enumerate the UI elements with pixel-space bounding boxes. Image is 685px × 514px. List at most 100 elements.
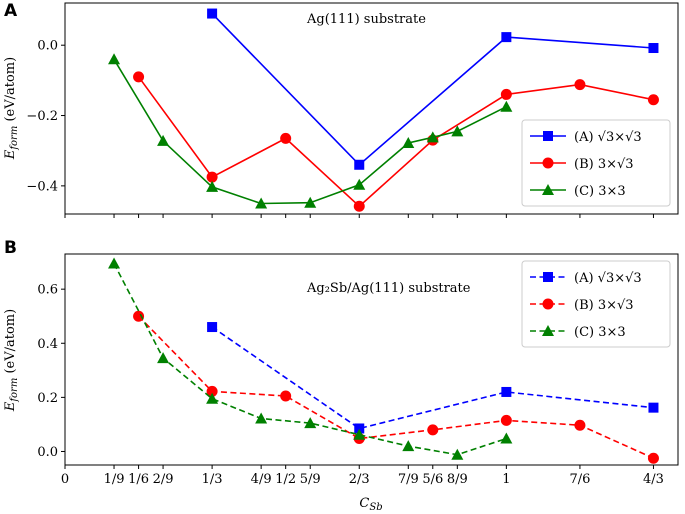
x-tick-label: 4/9: [251, 472, 272, 487]
panel-b-series-b-point: [574, 419, 586, 431]
panel-b-series-a-point: [648, 402, 659, 413]
x-tick-label: 2/9: [153, 472, 174, 487]
x-tick-label: 1: [502, 472, 510, 487]
panel-b: B 0.0 0.2 0.4 0.6 0 1/9 1/6 2/9 1/3 4/9 1/2 5/9 2/3…: [3, 238, 679, 513]
panel-a-series-c-point: [206, 180, 219, 192]
panel-a-series-c-point: [108, 53, 121, 65]
panel-a-legend-label-c: (C) 3×3: [574, 184, 626, 199]
panel-a-y-tick-label: −0.2: [26, 109, 58, 124]
panel-a-series-c-point: [451, 125, 464, 137]
panel-b-legend-marker-b: [542, 298, 554, 310]
panel-b-legend-box: [521, 260, 671, 348]
panel-b-x-ticks: 0 1/9 1/6 2/9 1/3 4/9 1/2 5/9 2/3 7/9 5/6 8/9 1 7/6 4/…: [61, 465, 664, 487]
panel-a-series-c-line: [113, 58, 507, 205]
panel-b-series-c-point: [451, 448, 464, 460]
panel-a-series-a-line: [211, 13, 654, 166]
panel-a-series-c-point: [255, 197, 268, 209]
panel-a-series-a-point: [354, 159, 365, 170]
panel-b-series-a-point: [207, 322, 218, 333]
panel-b-series-c-point: [255, 412, 268, 424]
panel-b-annotation: Ag₂Sb/Ag(111) substrate: [306, 281, 471, 296]
panel-a-legend: (A) √3×√3 (B) 3×√3 (C) 3×3: [521, 119, 671, 207]
panel-b-series-b-point: [500, 414, 512, 426]
panel-a-legend-marker-b: [542, 157, 554, 169]
x-axis-label: CSb: [359, 496, 382, 513]
x-tick-label: 7/9: [398, 472, 419, 487]
panel-a-series: [108, 8, 659, 212]
panel-a-series-b-line: [137, 76, 654, 208]
panel-b-series-c-point: [206, 392, 219, 404]
panel-b-series-b-point: [133, 310, 145, 322]
panel-b-series-b-point: [280, 390, 292, 402]
panel-b-y-tick-label: 0.4: [37, 337, 58, 352]
panel-a-series-b-point: [206, 171, 218, 183]
x-tick-label: 1/9: [104, 472, 125, 487]
panel-a-series-b-point: [280, 132, 292, 144]
panel-a-series-b-point: [353, 200, 365, 212]
x-tick-label: 2/3: [349, 472, 370, 487]
panel-a-series-c-point: [426, 131, 439, 143]
panel-a-y-axis-label: Eform (eV/atom): [3, 57, 20, 160]
panel-b-series-c-point: [157, 352, 170, 364]
x-tick-label: 0: [61, 472, 69, 487]
panel-b-series-b-point: [206, 385, 218, 397]
panel-b-series-c-point: [402, 440, 415, 452]
panel-b-series: [108, 257, 659, 464]
panel-b-legend: (A) √3×√3 (B) 3×√3 (C) 3×3: [521, 260, 671, 348]
x-tick-label: 8/9: [447, 472, 468, 487]
panel-b-series-a-line: [211, 326, 654, 430]
panel-b-legend-label-b: (B) 3×√3: [574, 298, 634, 313]
panel-b-series-a-point: [501, 386, 512, 397]
panel-a-legend-label-a: (A) √3×√3: [574, 130, 642, 145]
panel-b-series-b-point: [427, 424, 439, 436]
panel-a-y-ticks: 0.0 −0.2 −0.4: [26, 39, 65, 194]
panel-b-y-axis-label: Eform (eV/atom): [3, 309, 20, 412]
panel-b-series-b-line: [138, 315, 654, 459]
panel-a-series-a-point: [648, 43, 659, 54]
panel-a-series-c-point: [402, 136, 415, 148]
panel-a-series-b-point: [647, 94, 659, 106]
panel-b-series-c-line: [113, 263, 507, 456]
panel-a-series-a-point: [207, 8, 218, 19]
x-tick-label: 7/6: [569, 472, 590, 487]
panel-a-legend-marker-c: [542, 184, 554, 195]
panel-a-legend-marker-a: [543, 131, 553, 141]
panel-b-y-tick-label: 0.2: [37, 391, 58, 406]
panel-a-series-c-point: [157, 134, 170, 146]
panel-a-frame: [64, 2, 679, 215]
panel-a-series-b-point: [500, 88, 512, 100]
panel-b-y-tick-label: 0.6: [37, 283, 58, 298]
panel-b-legend-marker-c: [542, 325, 554, 336]
panel-b-legend-label-c: (C) 3×3: [574, 325, 626, 340]
panel-a: A 0.0 −0.2 −0.4 Ag(111) substrate Eform (e…: [3, 1, 679, 218]
panel-a-series-a-point: [501, 32, 512, 43]
panel-b-legend-marker-a: [543, 272, 553, 282]
panel-a-series-c-point: [500, 100, 513, 112]
panel-a-series-c-point: [304, 196, 317, 208]
panel-a-letter: A: [4, 1, 18, 21]
panel-a-series-c-point: [353, 178, 366, 190]
panel-b-series-c-point: [353, 428, 366, 440]
panel-a-annotation: Ag(111) substrate: [306, 12, 426, 27]
panel-b-series-a-point: [354, 423, 365, 434]
panel-b-y-tick-label: 0.0: [37, 445, 58, 460]
panel-a-series-b-point: [574, 79, 586, 91]
panel-b-y-ticks: 0.0 0.2 0.4 0.6: [37, 283, 65, 460]
panel-b-letter: B: [4, 238, 17, 258]
panel-a-x-ticks: [64, 214, 654, 218]
x-tick-label: 5/9: [300, 472, 321, 487]
x-tick-label: 5/6: [422, 472, 443, 487]
panel-b-legend-label-a: (A) √3×√3: [574, 271, 642, 286]
panel-a-y-tick-label: 0.0: [37, 39, 58, 54]
panel-a-y-tick-label: −0.4: [26, 179, 58, 194]
panel-a-legend-box: [521, 119, 671, 207]
panel-b-frame: [64, 253, 679, 466]
panel-b-series-c-point: [108, 257, 121, 269]
panel-b-series-b-point: [647, 452, 659, 464]
x-tick-label: 1/2: [275, 472, 296, 487]
panel-b-series-c-point: [304, 417, 317, 429]
x-tick-label: 4/3: [643, 472, 664, 487]
panel-b-series-c-point: [500, 432, 513, 444]
x-tick-label: 1/6: [128, 472, 149, 487]
